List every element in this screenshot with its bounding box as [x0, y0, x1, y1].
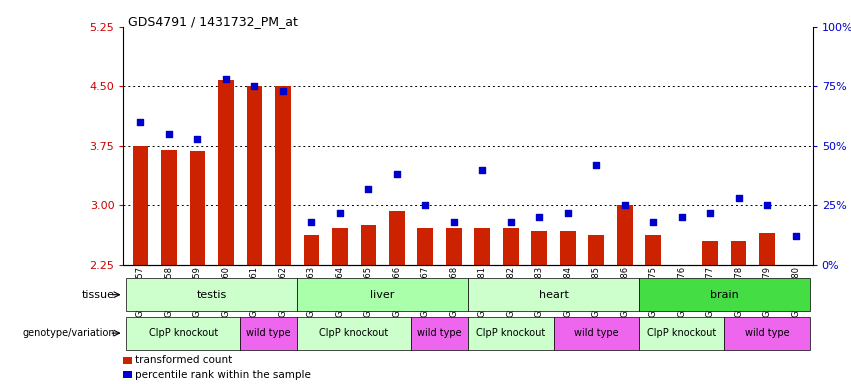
- Text: ClpP knockout: ClpP knockout: [477, 328, 545, 338]
- Point: [504, 219, 517, 225]
- Bar: [446, 228, 461, 265]
- Bar: [126, 278, 297, 311]
- Bar: [702, 241, 718, 265]
- Point: [163, 131, 176, 137]
- Point: [561, 210, 574, 216]
- Bar: [240, 317, 297, 349]
- Bar: [218, 80, 234, 265]
- Text: ClpP knockout: ClpP knockout: [149, 328, 218, 338]
- Text: wild type: wild type: [246, 328, 291, 338]
- Point: [732, 195, 745, 201]
- Bar: [645, 235, 661, 265]
- Point: [789, 233, 802, 240]
- Point: [704, 210, 717, 216]
- Point: [362, 186, 375, 192]
- Bar: [560, 231, 575, 265]
- Point: [134, 119, 147, 125]
- Bar: [724, 317, 810, 349]
- Point: [760, 202, 774, 209]
- Bar: [731, 241, 746, 265]
- Point: [333, 210, 346, 216]
- Text: GDS4791 / 1431732_PM_at: GDS4791 / 1431732_PM_at: [128, 15, 298, 28]
- Point: [533, 214, 546, 220]
- Text: wild type: wild type: [417, 328, 462, 338]
- Point: [675, 214, 688, 220]
- Bar: [389, 211, 405, 265]
- Bar: [617, 205, 632, 265]
- Bar: [297, 278, 468, 311]
- Bar: [247, 86, 262, 265]
- Point: [476, 167, 489, 173]
- Point: [276, 88, 289, 94]
- Bar: [468, 278, 639, 311]
- Bar: [759, 233, 775, 265]
- Bar: [190, 151, 205, 265]
- Bar: [161, 150, 177, 265]
- Text: testis: testis: [197, 290, 227, 300]
- Point: [219, 76, 232, 82]
- Bar: [503, 228, 518, 265]
- Bar: [123, 371, 132, 378]
- Text: liver: liver: [370, 290, 395, 300]
- Text: wild type: wild type: [745, 328, 790, 338]
- Point: [419, 202, 432, 209]
- Bar: [475, 228, 490, 265]
- Point: [390, 171, 403, 177]
- Bar: [304, 235, 319, 265]
- Bar: [418, 228, 433, 265]
- Text: ClpP knockout: ClpP knockout: [319, 328, 389, 338]
- Bar: [468, 317, 553, 349]
- Bar: [639, 278, 810, 311]
- Text: percentile rank within the sample: percentile rank within the sample: [135, 370, 311, 380]
- Bar: [361, 225, 376, 265]
- Text: tissue: tissue: [82, 290, 115, 300]
- Bar: [126, 317, 240, 349]
- Point: [248, 83, 261, 89]
- Text: ClpP knockout: ClpP knockout: [647, 328, 717, 338]
- Text: heart: heart: [539, 290, 568, 300]
- Bar: [133, 146, 148, 265]
- Text: transformed count: transformed count: [135, 356, 232, 366]
- Point: [647, 219, 660, 225]
- Point: [618, 202, 631, 209]
- Text: brain: brain: [710, 290, 739, 300]
- Point: [447, 219, 460, 225]
- Bar: [639, 317, 724, 349]
- Text: wild type: wild type: [574, 328, 619, 338]
- Bar: [411, 317, 468, 349]
- Bar: [123, 357, 132, 364]
- Bar: [531, 231, 547, 265]
- Bar: [553, 317, 639, 349]
- Bar: [275, 86, 291, 265]
- Bar: [588, 235, 604, 265]
- Point: [305, 219, 318, 225]
- Point: [590, 162, 603, 168]
- Text: genotype/variation: genotype/variation: [22, 328, 115, 338]
- Bar: [332, 228, 348, 265]
- Point: [191, 136, 204, 142]
- Bar: [297, 317, 411, 349]
